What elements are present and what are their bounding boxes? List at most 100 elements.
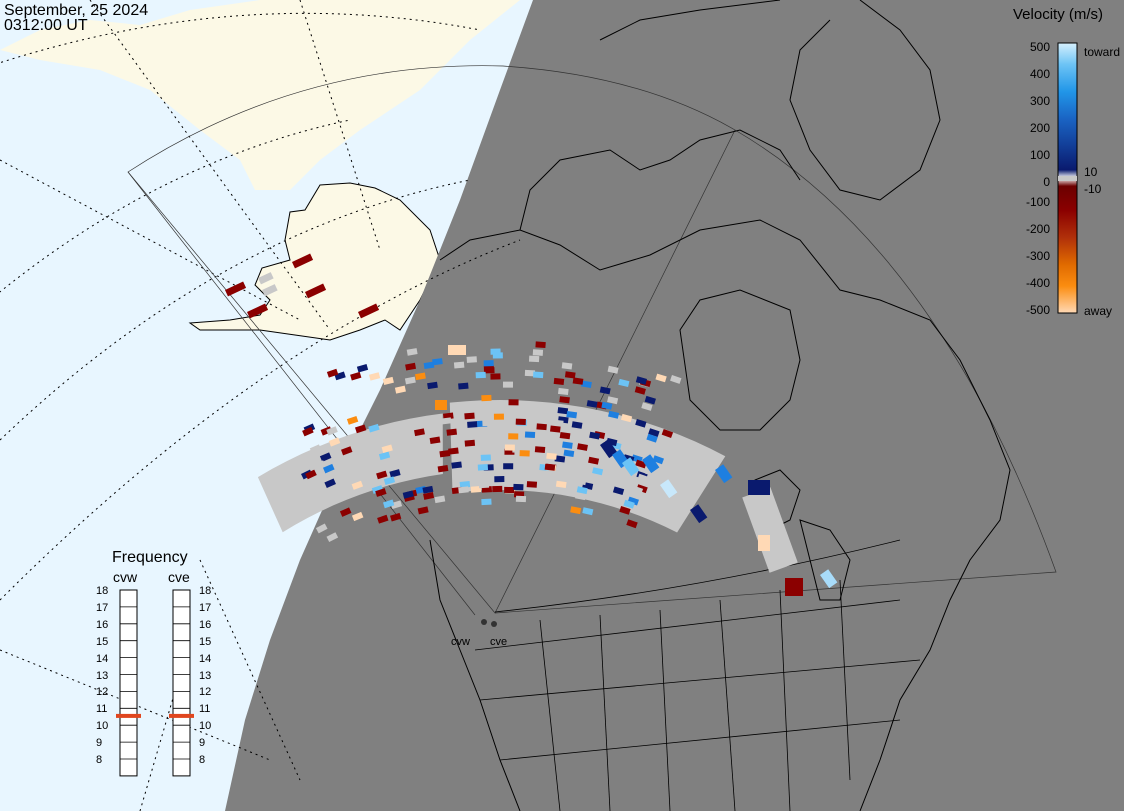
velocity-bin: [641, 402, 653, 411]
freq-marker-cvw: [116, 713, 141, 718]
velocity-bin: [655, 373, 667, 383]
velocity-bin: [390, 512, 402, 522]
velocity-bin: [314, 460, 326, 470]
velocity-bin: [515, 495, 527, 503]
velocity-bin: [480, 454, 491, 461]
velocity-bin: [620, 413, 633, 423]
velocity-bin: [559, 432, 571, 440]
velocity-bin: [635, 376, 648, 385]
velocity-bin: [483, 365, 494, 372]
colorbar-tick: 400: [1029, 67, 1050, 81]
velocity-bin: [515, 418, 526, 425]
velocity-bin: [493, 413, 504, 420]
velocity-bin: [246, 303, 269, 319]
velocity-bin: [623, 499, 635, 509]
freq-radar-cvw: cvw: [113, 569, 138, 585]
colorbar-tick: 0: [1043, 175, 1050, 189]
freq-radar-cve: cve: [168, 569, 190, 585]
freq-tick: 17: [199, 601, 212, 614]
velocity-bin: [552, 419, 564, 427]
velocity-bin: [326, 368, 339, 378]
frequency-title: Frequency: [112, 549, 188, 566]
velocity-bin: [508, 433, 519, 440]
velocity-bin: [434, 495, 446, 504]
velocity-bin: [690, 504, 708, 524]
velocity-bin: [533, 371, 544, 379]
velocity-bin: [467, 421, 478, 428]
freq-tick: 15: [96, 635, 109, 648]
freq-tick: 10: [199, 720, 212, 733]
velocity-bin: [417, 506, 429, 515]
political-boundaries: [474, 539, 921, 811]
velocity-bin: [446, 428, 458, 436]
velocity-bin: [478, 481, 490, 489]
cve-site-marker: [491, 621, 497, 627]
velocity-bin: [504, 486, 515, 494]
velocity-bin: [607, 396, 619, 405]
velocity-bin: [670, 374, 682, 384]
velocity-bin: [376, 470, 388, 480]
velocity-bin: [377, 514, 389, 524]
velocity-bin: [524, 369, 536, 377]
velocity-bin: [490, 373, 501, 380]
velocity-bin: [328, 437, 341, 447]
velocity-bin: [642, 454, 660, 474]
velocity-bin: [577, 443, 588, 451]
velocity-bin: [402, 490, 414, 499]
velocity-bin: [470, 486, 482, 493]
freq-tick: 16: [96, 618, 109, 631]
velocity-bin: [481, 498, 492, 506]
velocity-bin: [758, 535, 770, 551]
velocity-bin: [561, 362, 573, 370]
velocity-bin: [546, 452, 557, 460]
velocity-bin: [389, 469, 401, 478]
velocity-bin: [715, 464, 733, 484]
velocity-echoes: [225, 253, 838, 596]
velocity-bin: [326, 426, 338, 436]
freq-tick: 8: [96, 754, 103, 766]
velocity-bin: [315, 523, 328, 534]
velocity-bin: [524, 431, 536, 439]
colorbar-tick: -200: [1025, 222, 1050, 236]
velocity-bin: [634, 386, 646, 395]
freq-tick: 14: [96, 652, 109, 665]
velocity-bin: [319, 452, 332, 462]
velocity-bin: [390, 500, 403, 509]
velocity-colorbar: [1057, 42, 1078, 314]
freq-tick: 14: [199, 652, 212, 665]
velocity-bin: [292, 253, 314, 269]
velocity-bin: [820, 569, 838, 589]
velocity-bin: [601, 401, 613, 410]
velocity-bin: [513, 483, 524, 491]
velocity-bin: [477, 464, 489, 471]
velocity-bin: [356, 364, 369, 373]
velocity-bin: [422, 485, 434, 494]
velocity-bin: [475, 371, 486, 379]
velocity-bin: [492, 352, 503, 359]
velocity-bin: [557, 387, 569, 396]
time-label: 0312:00 UT: [4, 17, 88, 34]
siberia-land: [0, 0, 520, 190]
velocity-bin: [453, 361, 465, 369]
velocity-bin: [305, 469, 317, 480]
velocity-bin: [482, 419, 493, 427]
freq-tick: 12: [199, 686, 212, 699]
velocity-bin: [339, 507, 352, 517]
velocity-bin: [350, 371, 362, 381]
velocity-bin: [443, 412, 454, 420]
velocity-bin: [439, 450, 451, 458]
velocity-bin: [581, 380, 592, 389]
freq-tick: 12: [96, 686, 109, 699]
velocity-bin: [448, 345, 466, 355]
velocity-bin: [346, 415, 359, 425]
velocity-bin: [582, 507, 594, 516]
colorbar-title: Velocity (m/s): [1013, 6, 1104, 23]
freq-tick: 13: [199, 669, 212, 682]
velocity-bin: [589, 431, 601, 440]
velocity-bin: [427, 381, 438, 390]
velocity-bin: [559, 396, 570, 404]
velocity-bin: [483, 360, 494, 367]
velocity-bin: [423, 361, 435, 370]
velocity-bin: [435, 400, 447, 410]
